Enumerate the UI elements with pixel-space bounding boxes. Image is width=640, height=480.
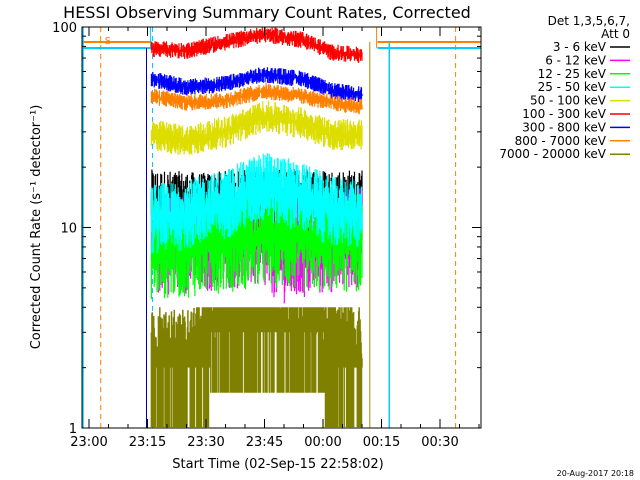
y-tick-label-2: 100 (52, 21, 77, 36)
legend-label-0: 3 - 6 keV (553, 40, 607, 54)
footer-date: 20-Aug-2017 20:18 (557, 469, 634, 478)
legend-label-4: 50 - 100 keV (530, 94, 607, 108)
series-8-trace (150, 307, 363, 428)
legend-label-6: 300 - 800 keV (522, 120, 606, 134)
x-tick-label-6: 00:30 (421, 435, 458, 450)
y-tick-label-1: 10 (60, 222, 77, 237)
x-tick-label-0: 23:00 (70, 435, 107, 450)
legend-header-line-2: Att 0 (601, 27, 630, 41)
x-axis-label: Start Time (02-Sep-15 22:58:02) (172, 457, 383, 472)
x-tick-label-4: 00:00 (304, 435, 341, 450)
x-tick-label-2: 23:30 (187, 435, 224, 450)
legend-label-8: 7000 - 20000 keV (499, 147, 606, 161)
y-tick-label-0: 1 (69, 422, 77, 437)
axes-layer: 23:00 23:15 23:30 23:45 00:00 00:15 00:30 1 10 10… (52, 21, 482, 450)
legend-label-5: 100 - 300 keV (522, 107, 606, 121)
legend-label-3: 25 - 50 keV (538, 80, 607, 94)
series-7-trace (150, 83, 363, 115)
series-3-trace (150, 153, 363, 254)
series-5-trace (150, 27, 363, 63)
series-layer (150, 27, 363, 428)
x-tick-label-5: 00:15 (363, 435, 400, 450)
legend-header-line-1: Det 1,3,5,6,7, (548, 14, 630, 28)
x-tick-label-1: 23:15 (129, 435, 166, 450)
series-4-trace (150, 100, 363, 155)
x-tick-label-3: 23:45 (246, 435, 283, 450)
legend-label-7: 800 - 7000 keV (515, 134, 607, 148)
series-6-trace (150, 67, 363, 103)
legend-label-2: 12 - 25 keV (538, 67, 607, 81)
y-axis-label: Corrected Count Rate (s⁻¹ detector⁻¹) (29, 105, 44, 350)
chart-title: HESSI Observing Summary Count Rates, Cor… (63, 3, 471, 22)
legend-label-1: 6 - 12 keV (545, 53, 607, 67)
